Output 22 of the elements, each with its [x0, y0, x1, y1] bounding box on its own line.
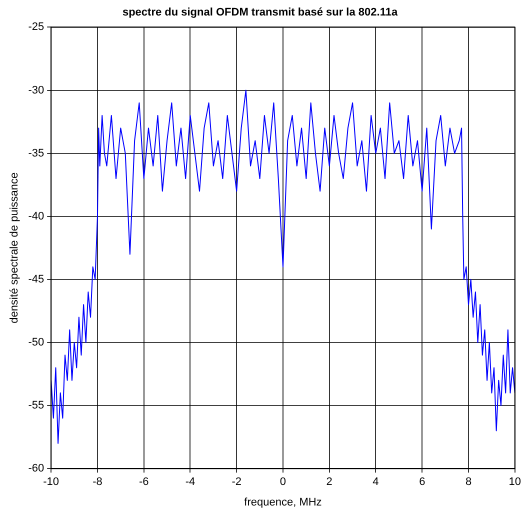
x-tick-label: -8	[92, 476, 102, 488]
y-tick-label: -55	[28, 400, 44, 412]
y-tick-label: -35	[28, 147, 44, 160]
y-tick-label: -25	[28, 21, 44, 34]
x-tick-label: 8	[465, 476, 472, 488]
x-tick-label: -10	[43, 476, 60, 488]
x-tick-label: 2	[326, 476, 332, 488]
x-tick-label: 10	[508, 476, 522, 488]
y-tick-label: -45	[28, 273, 44, 286]
y-tick-label: -30	[28, 84, 44, 96]
chart-title: spectre du signal OFDM transmit basé sur la 802.11a	[122, 6, 398, 19]
x-tick-label: 4	[372, 476, 379, 488]
y-tick-label: -50	[28, 336, 44, 349]
x-tick-label: -6	[138, 476, 149, 488]
y-axis-title: densité spectrale de puissance	[8, 172, 21, 324]
x-tick-label: -2	[232, 476, 242, 488]
x-tick-label: 0	[280, 476, 286, 488]
x-tick-label: 6	[419, 476, 426, 488]
x-axis-title: frequence, MHz	[244, 496, 322, 508]
x-tick-label: -4	[185, 476, 196, 488]
y-tick-label: -40	[28, 210, 44, 222]
y-tick-label: -60	[28, 462, 44, 475]
